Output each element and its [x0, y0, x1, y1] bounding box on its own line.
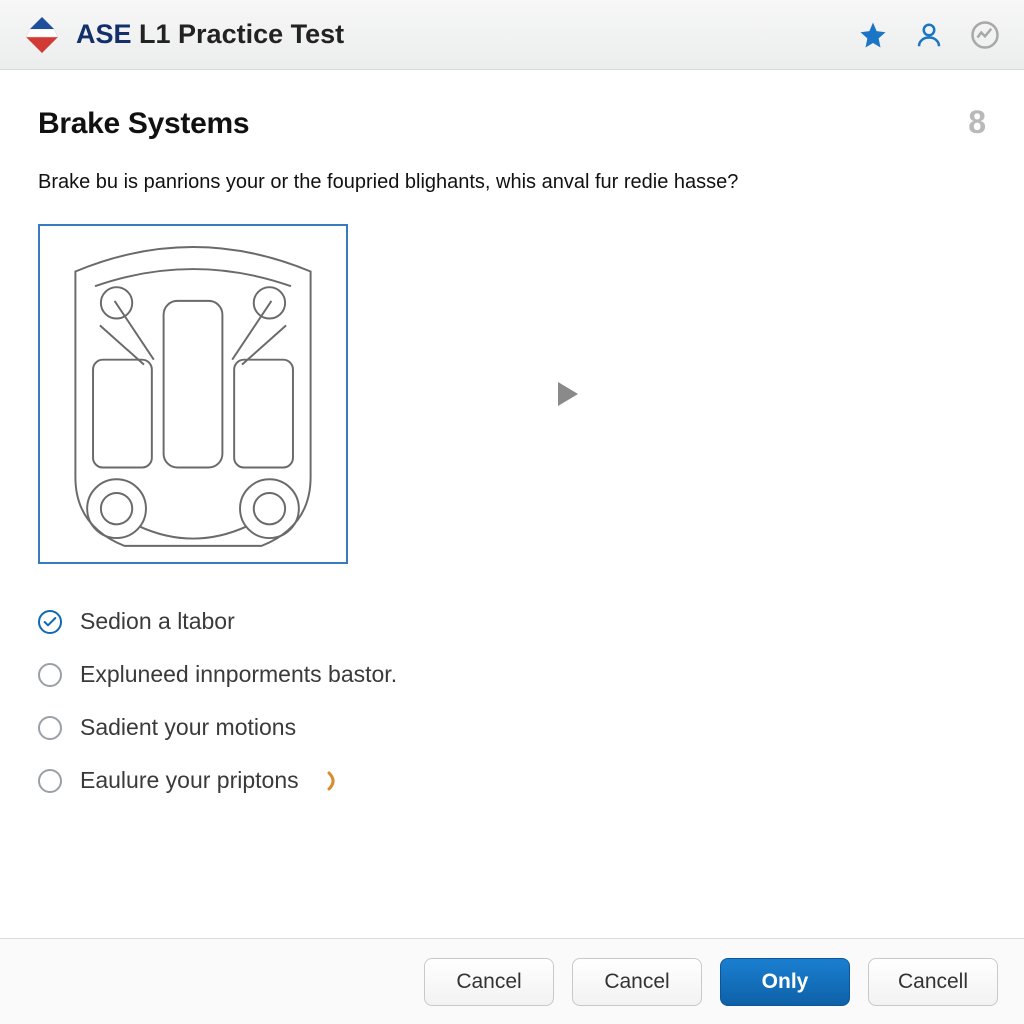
user-icon[interactable] [912, 18, 946, 52]
content-area: Brake Systems 8 Brake bu is panrions you… [0, 70, 1024, 938]
footer-bar: Cancel Cancel Only Cancell [0, 938, 1024, 1024]
app-title-rest: L1 Practice Test [132, 19, 345, 49]
header-right [856, 18, 1002, 52]
header-left: ASE L1 Practice Test [22, 15, 344, 55]
radio-icon [38, 663, 62, 687]
header-bar: ASE L1 Practice Test [0, 0, 1024, 70]
section-title: Brake Systems [38, 107, 249, 141]
play-icon[interactable] [558, 382, 578, 406]
app-title: ASE L1 Practice Test [76, 19, 344, 50]
app-logo-icon [22, 15, 62, 55]
app-window: ASE L1 Practice Test Brake Systems 8 Bra… [0, 0, 1024, 1024]
option-label: Eaulure your priptons [80, 767, 299, 794]
star-icon[interactable] [856, 18, 890, 52]
option-label: Sadient your motions [80, 714, 296, 741]
app-title-prefix: ASE [76, 19, 132, 49]
option-label: Sedion a ltabor [80, 608, 235, 635]
option-2[interactable]: Sadient your motions [38, 714, 986, 741]
option-3[interactable]: Eaulure your priptons [38, 767, 986, 794]
option-0[interactable]: Sedion a ltabor [38, 608, 986, 635]
media-row [38, 224, 986, 564]
footer-button-3[interactable]: Cancell [868, 958, 998, 1006]
section-row: Brake Systems 8 [38, 104, 986, 141]
footer-button-1[interactable]: Cancel [572, 958, 702, 1006]
progress-icon[interactable] [968, 18, 1002, 52]
radio-icon [38, 610, 62, 634]
option-1[interactable]: Expluneed innporments bastor. [38, 661, 986, 688]
radio-icon [38, 769, 62, 793]
footer-button-0[interactable]: Cancel [424, 958, 554, 1006]
question-text: Brake bu is panrions your or the fouprie… [38, 169, 986, 196]
option-extra-glyph [321, 767, 341, 794]
answer-options: Sedion a ltabor Expluneed innporments ba… [38, 608, 986, 794]
option-label: Expluneed innporments bastor. [80, 661, 397, 688]
radio-icon [38, 716, 62, 740]
footer-button-2[interactable]: Only [720, 958, 850, 1006]
question-number: 8 [968, 104, 986, 141]
question-diagram[interactable] [38, 224, 348, 564]
